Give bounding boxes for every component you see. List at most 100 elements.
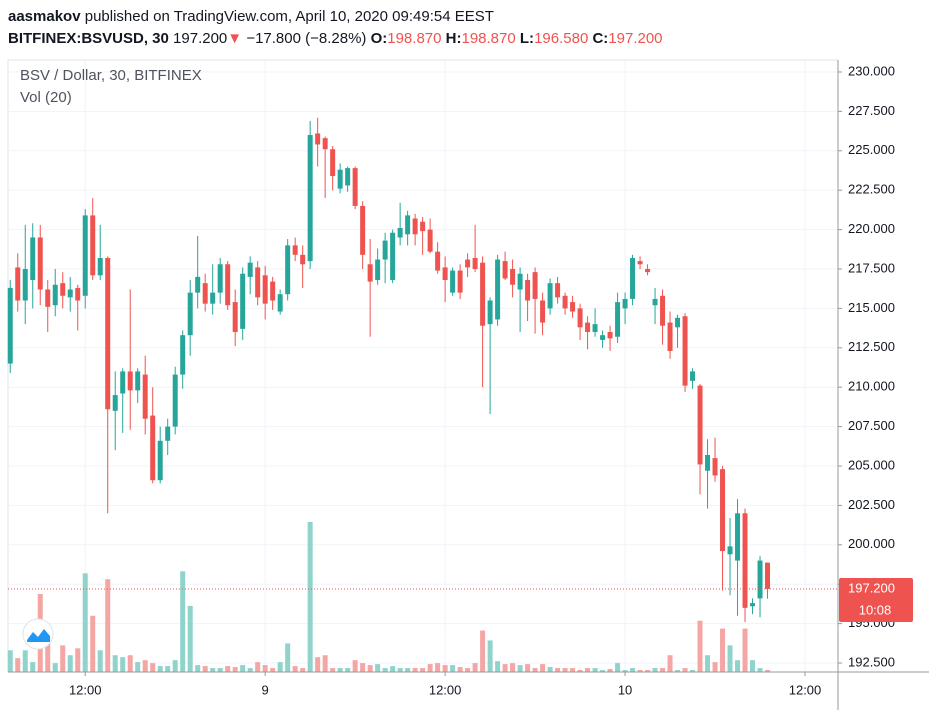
candle-body [667, 322, 673, 351]
candle-body [532, 272, 538, 299]
candle-body [330, 149, 336, 177]
candle-body [562, 295, 568, 309]
volume-bar [172, 660, 178, 672]
candle-body [352, 168, 358, 206]
candle-body [112, 395, 118, 411]
volume-bar [90, 615, 96, 672]
candle-body [412, 218, 418, 235]
candle-body [727, 546, 733, 555]
candle-body [322, 138, 328, 150]
candle-body [705, 454, 711, 471]
candle-body [397, 228, 403, 238]
volume-bar [457, 667, 463, 672]
chart-title: BSV / Dollar, 30, BITFINEX [20, 67, 202, 84]
candle-body [742, 513, 748, 608]
volume-bar [555, 668, 561, 672]
candle-body [577, 308, 583, 328]
volume-bar [127, 655, 133, 672]
volume-bar [120, 657, 126, 672]
volume-bar [315, 657, 321, 672]
candle-body [345, 168, 351, 186]
candle-body [652, 298, 658, 306]
user: aasmakov [8, 8, 81, 25]
candle-body [142, 374, 148, 419]
candle-body [382, 240, 388, 260]
published: published on TradingView.com, April 10, … [84, 8, 494, 25]
volume-bar [705, 655, 711, 672]
candle-body [255, 267, 261, 298]
volume-bar [277, 662, 283, 672]
volume-bar [562, 668, 568, 672]
volume-bar [690, 670, 696, 672]
volume-bar [375, 664, 381, 672]
candle-body [390, 232, 396, 281]
volume-bar [330, 668, 336, 672]
ohlc-value: 198.870 [461, 30, 516, 47]
candle-body [765, 562, 771, 589]
y-tick-label: 202.500 [848, 497, 895, 512]
candle-body [60, 283, 66, 296]
volume-bar [757, 668, 763, 672]
volume-bar [382, 668, 388, 672]
volume-label: Vol (20) [20, 89, 72, 106]
volume-bar [360, 663, 366, 672]
x-tick-label: 10 [618, 682, 632, 697]
candle-body [682, 316, 688, 386]
volume-bar [510, 663, 516, 672]
candle-body [660, 295, 666, 326]
ohlc-label: L: [519, 30, 535, 47]
candle-body [217, 264, 223, 293]
volume-bar [82, 573, 88, 672]
candle-body [195, 276, 201, 293]
candle-body [427, 229, 433, 252]
volume-bar [247, 668, 253, 672]
candle-body [127, 371, 133, 391]
volume-bar [165, 666, 171, 672]
candle-body [225, 264, 231, 306]
candle-body [375, 259, 381, 281]
volume-bar [660, 668, 666, 672]
logo [22, 618, 54, 650]
ohlc-value: 198.870 [387, 30, 442, 47]
candle-body [247, 262, 253, 277]
candle-body [105, 257, 111, 410]
volume-bar [607, 669, 613, 672]
candles [7, 117, 771, 623]
volume-bar [525, 664, 531, 672]
candle-body [315, 133, 321, 145]
candle-body [570, 302, 576, 312]
volume-bar [97, 650, 103, 672]
candle-body [405, 215, 411, 235]
candle-body [15, 267, 21, 301]
ohlc-value: 196.580 [534, 30, 589, 47]
volume-bar [262, 665, 268, 672]
candle-body [615, 302, 621, 337]
arrow: ▼ [227, 30, 243, 47]
volume-bar [337, 668, 343, 672]
volume-bar [645, 670, 651, 672]
volume-bar [390, 666, 396, 672]
ohlc-label: O: [370, 30, 388, 47]
volume-bar [615, 663, 621, 672]
candle-body [630, 257, 636, 299]
volume-bar [420, 668, 426, 672]
candle-body [480, 262, 486, 326]
volume-bar [142, 660, 148, 672]
volume-bar [487, 640, 493, 672]
volume-bar [157, 666, 163, 672]
volume-bar [742, 628, 748, 672]
ohlc-label: C: [592, 30, 609, 47]
candle-body [495, 259, 501, 320]
candle-body [487, 300, 493, 325]
volume-bar [180, 571, 186, 672]
candle-body [90, 215, 96, 276]
price: 197.200 [173, 30, 228, 47]
y-tick-label: 215.000 [848, 300, 895, 315]
candle-body [592, 324, 598, 333]
candle-body [457, 270, 463, 293]
volume-bar [637, 670, 643, 672]
candle-body [82, 215, 88, 296]
y-tick-label: 207.500 [848, 418, 895, 433]
volume-bar [735, 660, 741, 672]
